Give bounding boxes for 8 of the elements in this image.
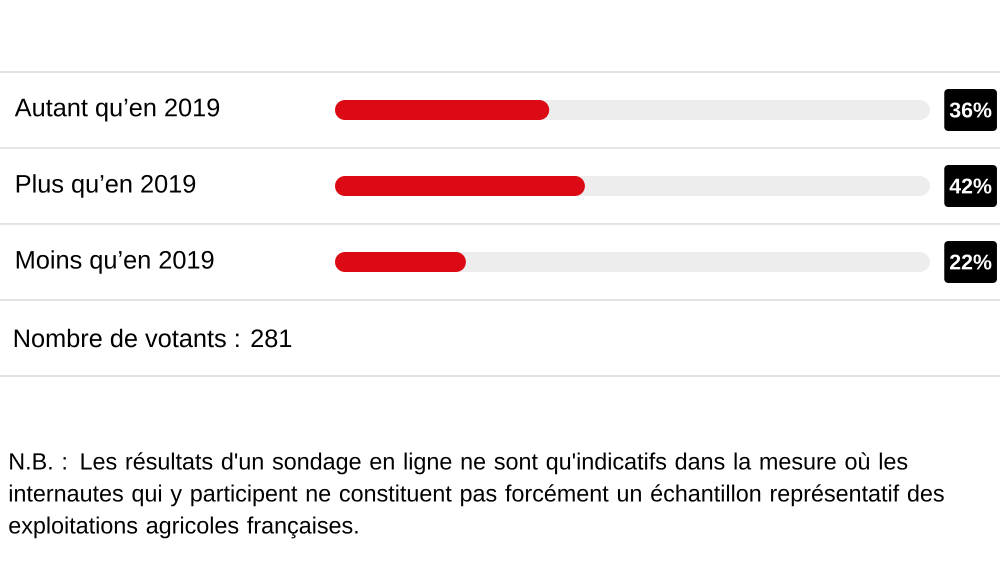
y-tick-label: Moins qu’en 2019 — [16, 250, 214, 274]
data-label: 36% — [950, 102, 992, 118]
y-tick-label: Autant qu’en 2019 — [14, 98, 220, 122]
data-label: 22% — [950, 254, 992, 270]
data-label: 42% — [950, 178, 992, 194]
text: N.B. : Les résultats d'un sondage en ligne ne sont qu'indicatifs dans la mesure où les internautes qui y participent ne constituent pas forcément un échantillon représentatif des exploitations agricoles françaises. — [9, 452, 944, 538]
text: Nombre de votants : 281 — [14, 328, 292, 348]
y-tick-label: Plus qu’en 2019 — [16, 174, 196, 198]
